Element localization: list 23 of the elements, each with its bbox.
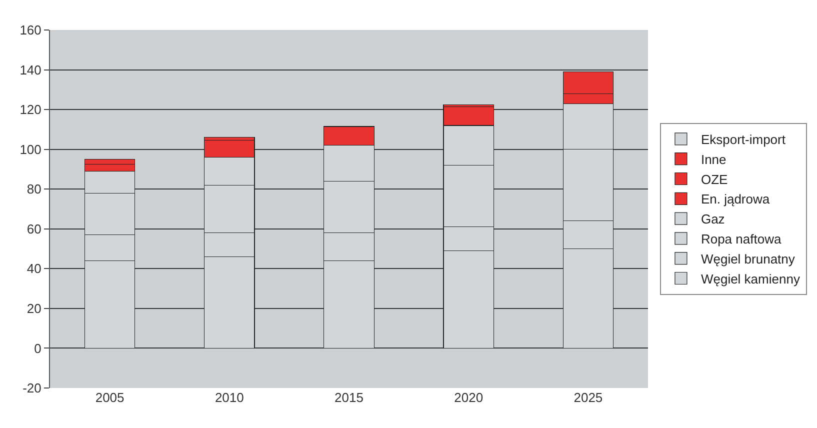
y-tick-label: 100 <box>20 142 42 157</box>
y-tick-label: -20 <box>22 380 42 396</box>
y-tick-label: 140 <box>20 62 42 78</box>
legend-label: Inne <box>700 152 726 167</box>
y-tick-label: 80 <box>26 182 42 197</box>
legend-label: OZE <box>700 172 728 187</box>
legend-label: Gaz <box>700 212 725 227</box>
x-tick-label: 2020 <box>454 390 484 405</box>
legend-label: Eksport-import <box>700 132 786 148</box>
y-tick-label: 20 <box>26 300 42 316</box>
x-tick-label: 2025 <box>574 390 603 405</box>
legend-label: Węgiel brunatny <box>700 251 796 266</box>
y-tick-label: 120 <box>20 102 42 118</box>
legend-label: Węgiel kamienny <box>700 271 800 286</box>
x-tick-label: 2015 <box>334 390 364 405</box>
y-tick-label: 0 <box>34 340 42 356</box>
x-tick-label: 2010 <box>214 390 244 405</box>
x-tick-label: 2005 <box>95 390 124 405</box>
legend-label: Ropa naftowa <box>700 232 782 247</box>
legend-label: En. jądrowa <box>700 192 770 207</box>
y-tick-label: 60 <box>26 221 42 236</box>
y-tick-label: 160 <box>20 22 42 38</box>
y-tick-label: 40 <box>26 261 42 276</box>
